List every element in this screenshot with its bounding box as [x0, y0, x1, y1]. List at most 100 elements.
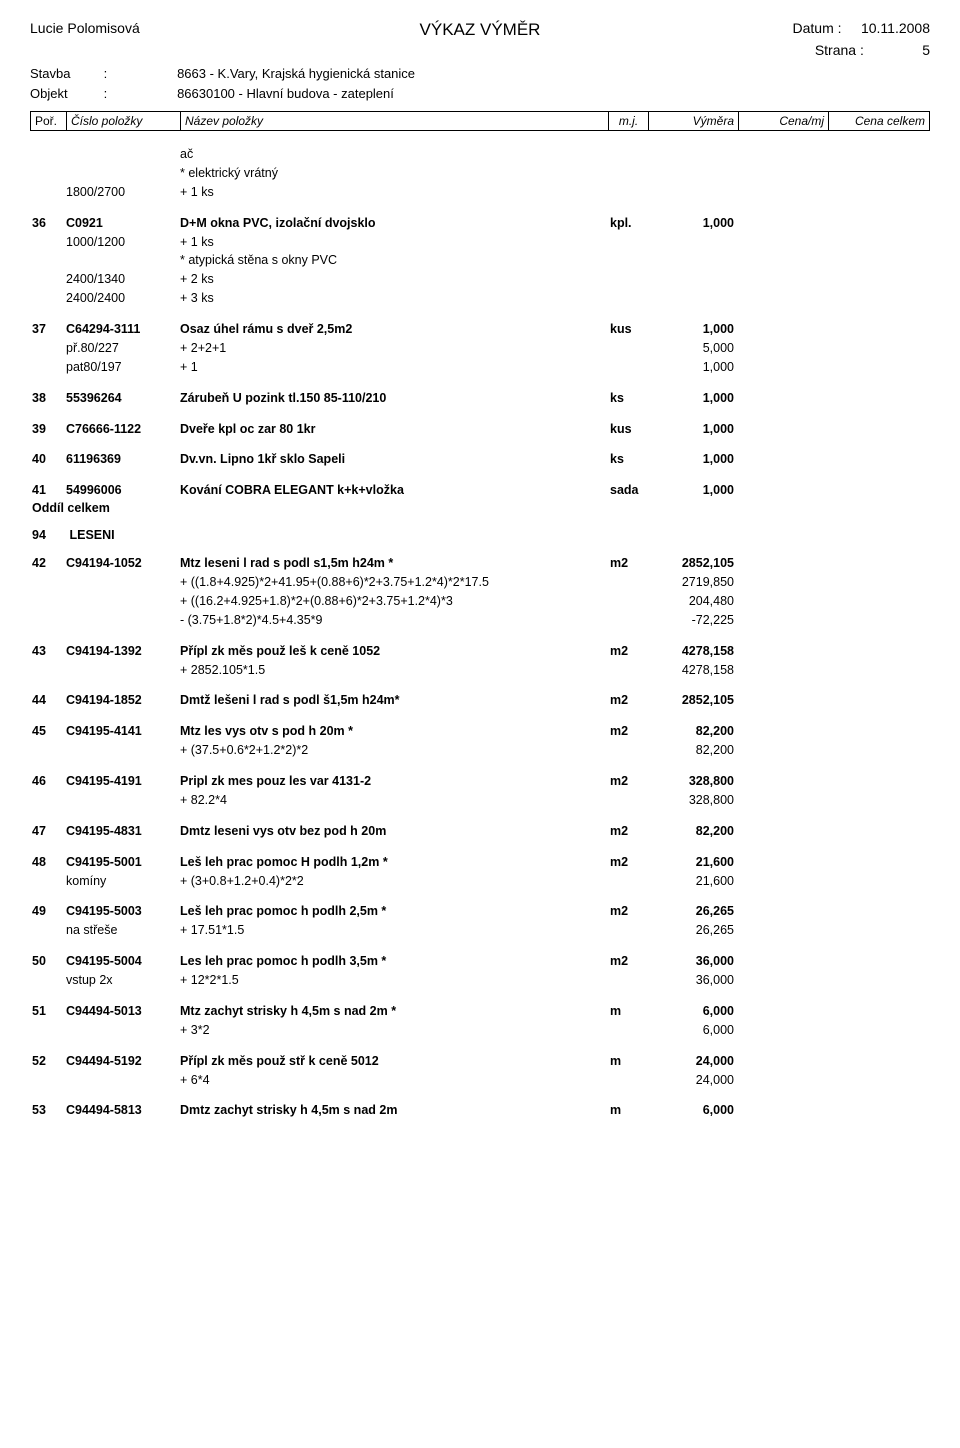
cell-nazev: Mtz leseni l rad s podl s1,5m h24m *: [180, 555, 610, 572]
cell-nazev: + 12*2*1.5: [180, 972, 610, 989]
cell-nazev: + ((1.8+4.925)*2+41.95+(0.88+6)*2+3.75+1…: [180, 574, 610, 591]
cell-mj: ks: [610, 451, 650, 468]
cell-nazev: Dv.vn. Lipno 1kř sklo Sapeli: [180, 451, 610, 468]
item-row: 49 C94195-5003 Leš leh prac pomoc h podl…: [30, 902, 930, 921]
meta-objekt: Objekt : 86630100 - Hlavní budova - zate…: [30, 84, 930, 104]
cell-cislo: pat80/197: [66, 359, 180, 376]
header-top: Lucie Polomisová VÝKAZ VÝMĚR Datum : 10.…: [30, 20, 930, 40]
cell-cislo: vstup 2x: [66, 972, 180, 989]
cell-vym: 82,200: [650, 723, 740, 740]
cell-mj: ks: [610, 390, 650, 407]
cell-mj: kus: [610, 421, 650, 438]
cell-cislo: 55396264: [66, 390, 180, 407]
sub-row: + 2852.105*1.5 4278,158: [30, 661, 930, 680]
col-cc: Cena celkem: [829, 112, 929, 130]
cell-nazev: + 17.51*1.5: [180, 922, 610, 939]
cell-cislo: C94195-5004: [66, 953, 180, 970]
cell-nazev: Přípl zk měs použ leš k ceně 1052: [180, 643, 610, 660]
cell-cislo: C94494-5013: [66, 1003, 180, 1020]
cell-vym: 21,600: [650, 873, 740, 890]
item-row: 47 C94195-4831 Dmtz leseni vys otv bez p…: [30, 822, 930, 841]
cell-por: 44: [30, 692, 66, 709]
cell-cislo: C94195-5001: [66, 854, 180, 871]
cell-por: 50: [30, 953, 66, 970]
cell-nazev: * atypická stěna s okny PVC: [180, 252, 610, 269]
cell-por: 40: [30, 451, 66, 468]
cell-cislo: C94195-5003: [66, 903, 180, 920]
cell-vym: 6,000: [650, 1022, 740, 1039]
cell-mj: m: [610, 1003, 650, 1020]
cell-por: 36: [30, 215, 66, 232]
cell-vym: 1,000: [650, 390, 740, 407]
cell-cislo: C94195-4141: [66, 723, 180, 740]
cell-por: 45: [30, 723, 66, 740]
sub-row: + 6*4 24,000: [30, 1071, 930, 1090]
cell-mj: kpl.: [610, 215, 650, 232]
cell-vym: 82,200: [650, 742, 740, 759]
item-row: 45 C94195-4141 Mtz les vys otv s pod h 2…: [30, 722, 930, 741]
cell-vym: 6,000: [650, 1003, 740, 1020]
cell-nazev: Dmtž lešeni l rad s podl š1,5m h24m*: [180, 692, 610, 709]
meta-value: 86630100 - Hlavní budova - zateplení: [177, 86, 394, 101]
item-row: 39 C76666-1122 Dveře kpl oc zar 80 1kr k…: [30, 420, 930, 439]
cell-por: 49: [30, 903, 66, 920]
date-value: 10.11.2008: [861, 20, 930, 36]
cell-vym: 1,000: [650, 321, 740, 338]
cell-nazev: * elektrický vrátný: [180, 165, 610, 182]
cell-nazev: + ((16.2+4.925+1.8)*2+(0.88+6)*2+3.75+1.…: [180, 593, 610, 610]
cell-vym: 1,000: [650, 215, 740, 232]
cell-nazev: + 82.2*4: [180, 792, 610, 809]
sub-row: vstup 2x + 12*2*1.5 36,000: [30, 971, 930, 990]
sub-row: + 82.2*4 328,800: [30, 791, 930, 810]
sub-row: + 3*2 6,000: [30, 1021, 930, 1040]
oddil-celkem: Oddíl celkem: [30, 500, 930, 516]
cell-vym: 4278,158: [650, 643, 740, 660]
cell-nazev: Přípl zk měs použ stř k ceně 5012: [180, 1053, 610, 1070]
page-value: 5: [922, 42, 930, 58]
cell-nazev: Dmtz leseni vys otv bez pod h 20m: [180, 823, 610, 840]
cell-vym: 24,000: [650, 1053, 740, 1070]
cell-mj: m2: [610, 643, 650, 660]
cell-vym: 204,480: [650, 593, 740, 610]
item-row: 38 55396264 Zárubeň U pozink tl.150 85-1…: [30, 389, 930, 408]
cell-cislo: 2400/1340: [66, 271, 180, 288]
cell-vym: 5,000: [650, 340, 740, 357]
item-row: 52 C94494-5192 Přípl zk měs použ stř k c…: [30, 1052, 930, 1071]
cell-vym: 1,000: [650, 451, 740, 468]
date-label: Datum :: [793, 20, 842, 36]
cell-por: 42: [30, 555, 66, 572]
cell-nazev: Dveře kpl oc zar 80 1kr: [180, 421, 610, 438]
cell-vym: 26,265: [650, 922, 740, 939]
cell-vym: 36,000: [650, 953, 740, 970]
col-por: Poř.: [31, 112, 67, 130]
cell-por: 48: [30, 854, 66, 871]
cell-nazev: Mtz les vys otv s pod h 20m *: [180, 723, 610, 740]
cell-nazev: + 1: [180, 359, 610, 376]
cell-nazev: Osaz úhel rámu s dveř 2,5m2: [180, 321, 610, 338]
meta-stavba: Stavba : 8663 - K.Vary, Krajská hygienic…: [30, 64, 930, 84]
col-cmj: Cena/mj: [739, 112, 829, 130]
section-leseni: 94 LESENI: [30, 516, 930, 542]
cell-mj: m2: [610, 692, 650, 709]
cell-por: 41: [30, 482, 66, 499]
cell-vym: -72,225: [650, 612, 740, 629]
page-block: Strana : 5: [30, 42, 930, 58]
sub-row: pat80/197 + 1 1,000: [30, 358, 930, 377]
item-row: 44 C94194-1852 Dmtž lešeni l rad s podl …: [30, 691, 930, 710]
cell-nazev: Leš leh prac pomoc h podlh 2,5m *: [180, 903, 610, 920]
cell-nazev: + 2 ks: [180, 271, 610, 288]
cell-cislo: př.80/227: [66, 340, 180, 357]
cell-vym: 328,800: [650, 792, 740, 809]
cell-cislo: na střeše: [66, 922, 180, 939]
cell-por: 43: [30, 643, 66, 660]
item-row: 42 C94194-1052 Mtz leseni l rad s podl s…: [30, 554, 930, 573]
cell-mj: m2: [610, 903, 650, 920]
cell-nazev: Dmtz zachyt strisky h 4,5m s nad 2m: [180, 1102, 610, 1119]
cell-vym: 1,000: [650, 421, 740, 438]
cell-por: 37: [30, 321, 66, 338]
cell-cislo: C94195-4191: [66, 773, 180, 790]
item-row: 43 C94194-1392 Přípl zk měs použ leš k c…: [30, 642, 930, 661]
cell-nazev: Pripl zk mes pouz les var 4131-2: [180, 773, 610, 790]
sub-row: + ((1.8+4.925)*2+41.95+(0.88+6)*2+3.75+1…: [30, 573, 930, 592]
cell-cislo: C0921: [66, 215, 180, 232]
